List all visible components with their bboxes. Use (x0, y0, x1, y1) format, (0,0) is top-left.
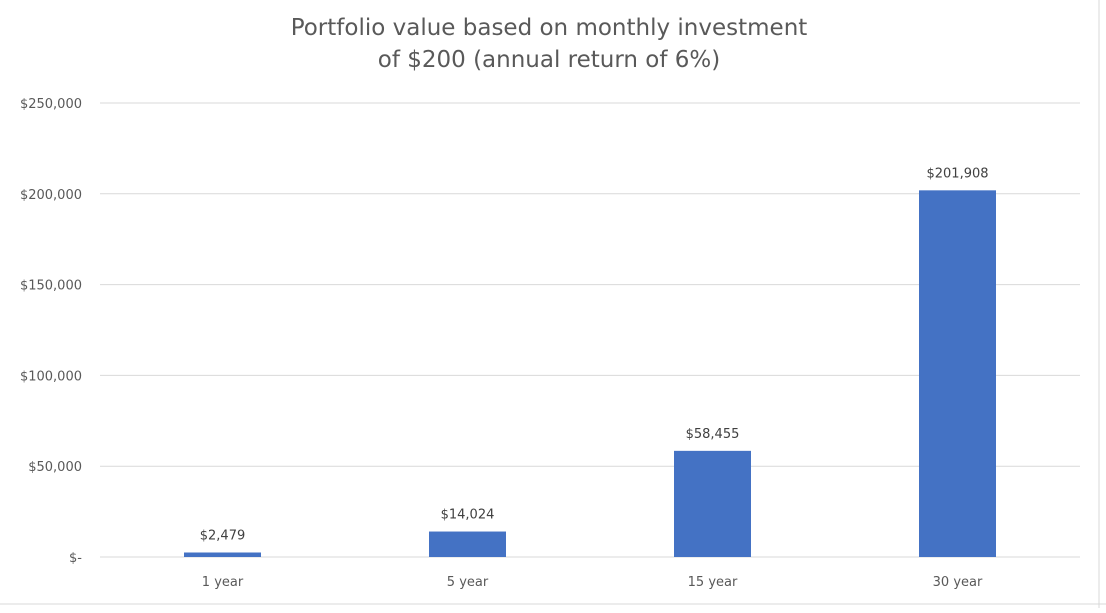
chart-title-line-1: Portfolio value based on monthly investm… (290, 15, 808, 41)
bar (184, 552, 261, 557)
x-tick-label: 1 year (202, 575, 244, 590)
x-tick-label: 30 year (933, 575, 983, 590)
data-label: $2,479 (200, 528, 246, 543)
y-tick-label: $200,000 (20, 188, 82, 203)
bar (429, 531, 506, 557)
data-label: $14,024 (441, 508, 495, 523)
x-tick-label: 5 year (447, 575, 489, 590)
data-label: $201,908 (926, 166, 988, 181)
bar (674, 450, 751, 557)
chart-title: Portfolio value based on monthly investm… (0, 12, 1098, 76)
chart-title-line-2: of $200 (annual return of 6%) (377, 47, 721, 73)
y-tick-label: $50,000 (28, 460, 82, 475)
y-tick-label: $250,000 (20, 97, 82, 112)
y-tick-label: $150,000 (20, 279, 82, 294)
y-tick-label: $100,000 (20, 369, 82, 384)
bar (919, 190, 996, 557)
y-tick-label: $- (69, 551, 82, 566)
data-label: $58,455 (686, 427, 740, 442)
x-tick-label: 15 year (688, 575, 738, 590)
